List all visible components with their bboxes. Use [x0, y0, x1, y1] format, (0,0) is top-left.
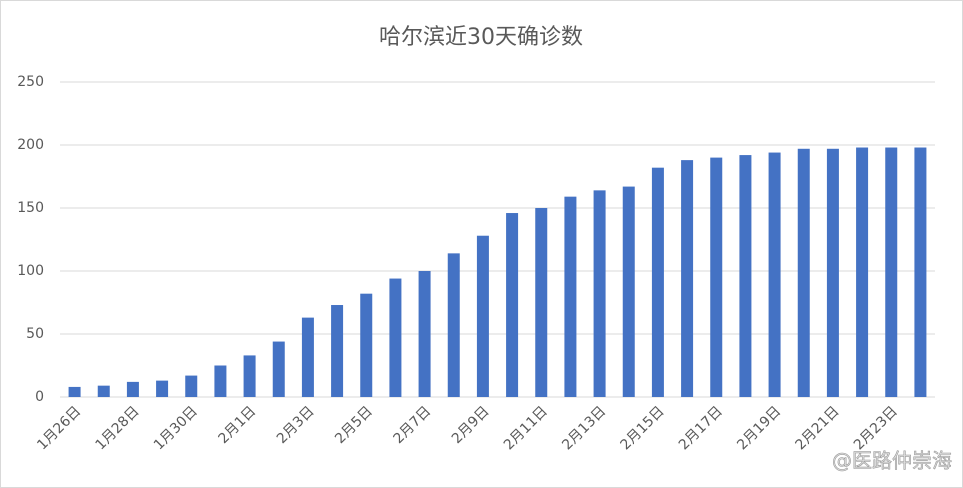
bar — [68, 386, 81, 397]
bar — [185, 375, 198, 397]
y-tick-label: 200 — [17, 137, 44, 153]
bar — [564, 196, 577, 397]
bar — [506, 213, 519, 397]
bar — [885, 147, 898, 397]
bar — [243, 355, 256, 397]
bar — [272, 341, 285, 397]
bar — [797, 148, 810, 397]
y-tick-label: 0 — [35, 389, 44, 405]
bar — [447, 253, 460, 397]
watermark: @医路仲崇海 — [832, 449, 952, 473]
bar — [914, 147, 927, 397]
y-tick-label: 50 — [26, 326, 44, 342]
bar — [156, 380, 169, 397]
bar — [126, 381, 139, 397]
bar — [301, 317, 314, 397]
bar — [681, 160, 694, 397]
bar — [97, 385, 110, 397]
bar — [856, 147, 869, 397]
bar — [826, 148, 839, 397]
bar — [360, 293, 373, 397]
chart-title: 哈尔滨近30天确诊数 — [379, 25, 583, 50]
bar — [593, 190, 606, 397]
bar — [739, 155, 752, 397]
bar — [768, 152, 781, 397]
bar — [535, 208, 548, 397]
bar — [476, 235, 489, 397]
bar — [389, 278, 402, 397]
y-tick-label: 250 — [17, 74, 44, 90]
y-tick-label: 100 — [17, 263, 44, 279]
bar — [710, 157, 723, 397]
bar — [418, 271, 431, 397]
bar — [622, 186, 635, 397]
bar — [214, 365, 227, 397]
y-tick-label: 150 — [17, 200, 44, 216]
bar — [651, 167, 664, 397]
bar — [331, 305, 344, 397]
